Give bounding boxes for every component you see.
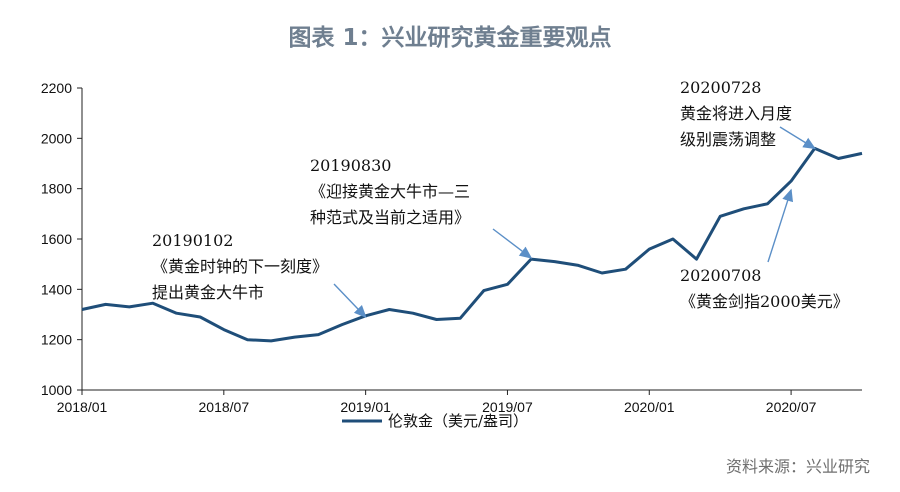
y-tick-label: 2000 <box>41 130 72 146</box>
annotation-text: 级别震荡调整 <box>680 130 776 149</box>
x-tick-label: 2020/01 <box>624 399 675 415</box>
x-tick-label: 2019/07 <box>482 399 533 415</box>
annotation-text: 《黄金时钟的下一刻度》 <box>152 257 328 276</box>
legend-label: 伦敦金（美元/盎司） <box>388 412 528 430</box>
annotation-text: 种范式及当前之适用》 <box>310 208 470 227</box>
annotation: 20200708 《黄金剑指2000美元》 <box>680 188 849 311</box>
annotation-date: 20200708 <box>680 266 761 285</box>
y-tick-label: 1600 <box>41 231 72 247</box>
x-tick-label: 2020/07 <box>766 399 817 415</box>
annotation-date: 20200728 <box>680 78 761 97</box>
series-line <box>81 146 863 343</box>
annotation-text: 《迎接黄金大牛市—三 <box>310 182 470 201</box>
annotations-group: 20190102 《黄金时钟的下一刻度》提出黄金大牛市 20190830 《迎接黄金大… <box>152 78 849 319</box>
annotation-arrow <box>767 188 794 263</box>
annotation-arrow <box>333 283 367 319</box>
annotation-date: 20190102 <box>152 231 233 250</box>
y-tick-label: 1000 <box>41 382 72 398</box>
chart-title: 图表 1：兴业研究黄金重要观点 <box>288 25 612 51</box>
y-tick-label: 1800 <box>41 181 72 197</box>
y-tick-label: 1200 <box>41 332 72 348</box>
legend: 伦敦金（美元/盎司） <box>342 412 528 430</box>
axes: 1000 1200 1400 1600 1800 2000 2200 2018/01 2018/… <box>41 80 862 415</box>
annotation-arrow <box>779 126 816 150</box>
y-tick-label: 2200 <box>41 80 72 96</box>
y-tick-label: 1400 <box>41 281 72 297</box>
x-tick-label: 2018/01 <box>57 399 108 415</box>
annotation-text: 《黄金剑指2000美元》 <box>680 292 849 311</box>
annotation-arrow <box>492 228 533 259</box>
x-tick-label: 2018/07 <box>199 399 250 415</box>
x-tick-label: 2019/01 <box>340 399 391 415</box>
annotation-text: 提出黄金大牛市 <box>152 283 264 302</box>
annotation-date: 20190830 <box>310 156 391 175</box>
annotation: 20190102 《黄金时钟的下一刻度》提出黄金大牛市 <box>152 231 367 319</box>
series-group <box>81 146 863 343</box>
source-note: 资料来源：兴业研究 <box>725 457 870 476</box>
annotation-text: 黄金将进入月度 <box>680 104 792 123</box>
